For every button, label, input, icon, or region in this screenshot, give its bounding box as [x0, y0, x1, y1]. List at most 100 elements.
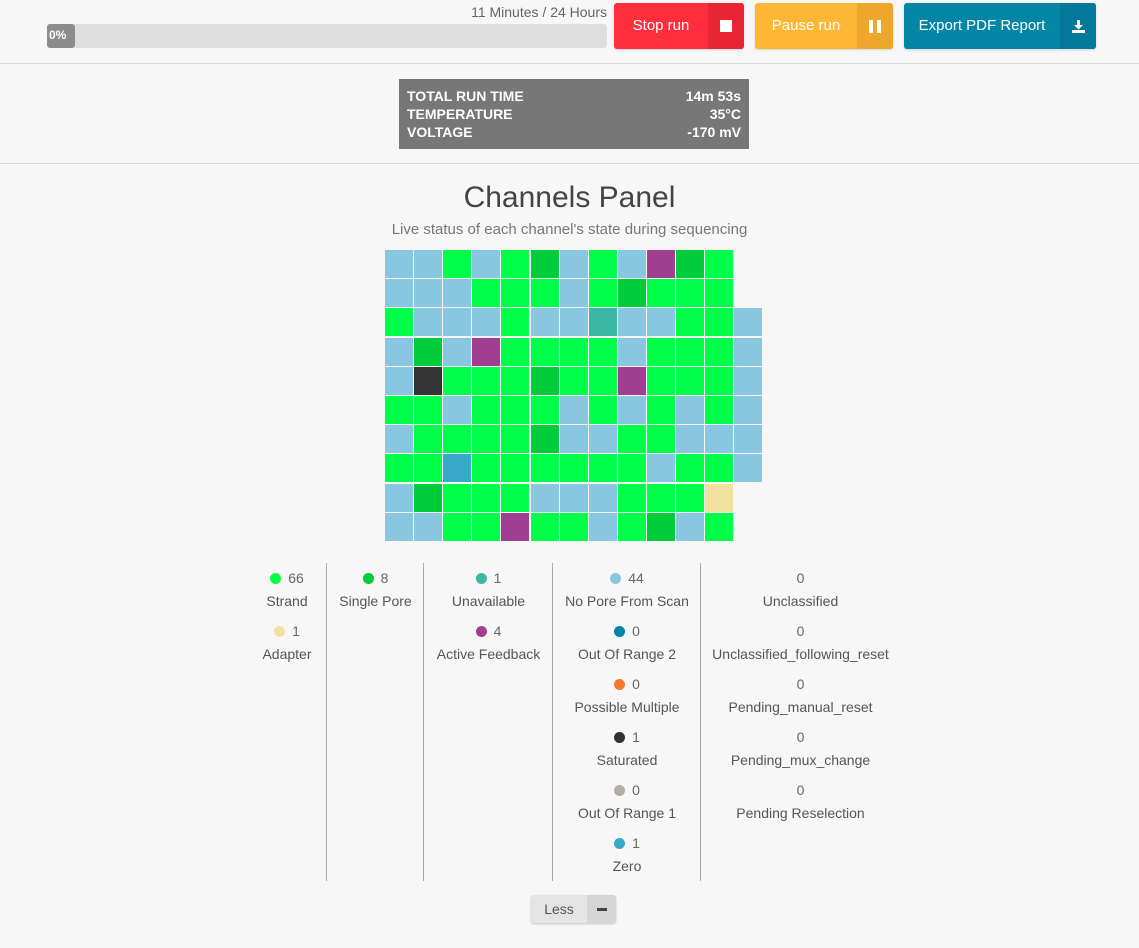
channel-cell[interactable]	[501, 396, 529, 424]
channel-cell[interactable]	[531, 338, 559, 366]
legend-entry[interactable]: 0 Pending_mux_change	[701, 722, 900, 775]
channel-cell[interactable]	[705, 338, 733, 366]
channel-cell[interactable]	[734, 308, 762, 336]
channel-cell[interactable]	[734, 454, 762, 482]
channel-cell[interactable]	[618, 513, 646, 541]
channel-cell[interactable]	[589, 338, 617, 366]
legend-entry[interactable]: 66 Strand	[247, 563, 327, 616]
channel-cell[interactable]	[734, 425, 762, 453]
channel-cell[interactable]	[618, 396, 646, 424]
channel-cell[interactable]	[501, 279, 529, 307]
channel-cell[interactable]	[618, 338, 646, 366]
pause-run-button[interactable]: Pause run	[755, 3, 893, 49]
channel-cell[interactable]	[472, 513, 500, 541]
channel-cell[interactable]	[414, 454, 442, 482]
channel-cell[interactable]	[531, 513, 559, 541]
channel-cell[interactable]	[414, 513, 442, 541]
channel-cell[interactable]	[472, 308, 500, 336]
channel-cell[interactable]	[647, 425, 675, 453]
channel-cell[interactable]	[676, 279, 704, 307]
channel-cell[interactable]	[385, 279, 413, 307]
channel-cell[interactable]	[531, 279, 559, 307]
channel-cell[interactable]	[531, 454, 559, 482]
channel-cell[interactable]	[385, 338, 413, 366]
channel-cell[interactable]	[589, 454, 617, 482]
export-pdf-report-button[interactable]: Export PDF Report	[904, 3, 1096, 49]
channel-cell[interactable]	[560, 425, 588, 453]
channel-cell[interactable]	[647, 250, 675, 278]
channel-cell[interactable]	[560, 454, 588, 482]
channel-cell[interactable]	[589, 250, 617, 278]
legend-entry[interactable]: 0 Out Of Range 2	[553, 616, 701, 669]
legend-entry[interactable]: 0 Out Of Range 1	[553, 775, 701, 828]
legend-entry[interactable]: 1 Unavailable	[424, 563, 553, 616]
channel-cell[interactable]	[705, 425, 733, 453]
channel-cell[interactable]	[443, 308, 471, 336]
channel-cell[interactable]	[676, 338, 704, 366]
channel-cell[interactable]	[385, 308, 413, 336]
channel-cell[interactable]	[414, 484, 442, 512]
channel-cell[interactable]	[676, 396, 704, 424]
channel-cell[interactable]	[560, 367, 588, 395]
channel-cell[interactable]	[443, 367, 471, 395]
channel-cell[interactable]	[589, 367, 617, 395]
channel-cell[interactable]	[385, 367, 413, 395]
channel-cell[interactable]	[385, 513, 413, 541]
channel-cell[interactable]	[647, 454, 675, 482]
legend-entry[interactable]: 1 Adapter	[247, 616, 327, 669]
channel-cell[interactable]	[443, 338, 471, 366]
channel-cell[interactable]	[414, 308, 442, 336]
channel-cell[interactable]	[560, 279, 588, 307]
channel-cell[interactable]	[589, 484, 617, 512]
channel-cell[interactable]	[647, 367, 675, 395]
channel-cell[interactable]	[501, 308, 529, 336]
channel-cell[interactable]	[472, 279, 500, 307]
channel-cell[interactable]	[705, 454, 733, 482]
channel-cell[interactable]	[501, 338, 529, 366]
channel-cell[interactable]	[647, 308, 675, 336]
channel-cell[interactable]	[472, 484, 500, 512]
channel-cell[interactable]	[560, 250, 588, 278]
channel-cell[interactable]	[501, 425, 529, 453]
channel-cell[interactable]	[589, 396, 617, 424]
channel-cell[interactable]	[560, 338, 588, 366]
channel-cell[interactable]	[705, 513, 733, 541]
channel-cell[interactable]	[676, 250, 704, 278]
channel-cell[interactable]	[501, 250, 529, 278]
channel-cell[interactable]	[385, 396, 413, 424]
channel-cell[interactable]	[501, 454, 529, 482]
channel-cell[interactable]	[589, 279, 617, 307]
channel-cell[interactable]	[443, 250, 471, 278]
channel-cell[interactable]	[560, 513, 588, 541]
channel-cell[interactable]	[560, 484, 588, 512]
channel-cell[interactable]	[647, 338, 675, 366]
channel-cell[interactable]	[705, 367, 733, 395]
legend-entry[interactable]: 0 Pending_manual_reset	[701, 669, 900, 722]
channel-cell[interactable]	[734, 396, 762, 424]
channel-cell[interactable]	[385, 454, 413, 482]
channel-cell[interactable]	[414, 250, 442, 278]
channel-cell[interactable]	[618, 425, 646, 453]
channel-cell[interactable]	[472, 396, 500, 424]
channel-cell[interactable]	[647, 279, 675, 307]
channel-cell[interactable]	[414, 396, 442, 424]
channel-cell[interactable]	[705, 484, 733, 512]
channel-cell[interactable]	[560, 396, 588, 424]
channel-cell[interactable]	[618, 308, 646, 336]
channel-cell[interactable]	[501, 513, 529, 541]
channel-cell[interactable]	[385, 484, 413, 512]
channel-cell[interactable]	[414, 425, 442, 453]
legend-entry[interactable]: 8 Single Pore	[327, 563, 424, 616]
less-button[interactable]: Less	[531, 895, 616, 923]
channel-cell[interactable]	[501, 484, 529, 512]
channel-cell[interactable]	[676, 425, 704, 453]
channel-cell[interactable]	[618, 454, 646, 482]
legend-entry[interactable]: 44 No Pore From Scan	[553, 563, 701, 616]
legend-entry[interactable]: 1 Saturated	[553, 722, 701, 775]
channel-cell[interactable]	[443, 425, 471, 453]
channel-cell[interactable]	[414, 279, 442, 307]
channel-cell[interactable]	[443, 279, 471, 307]
channel-cell[interactable]	[734, 367, 762, 395]
channel-cell[interactable]	[443, 484, 471, 512]
channel-cell[interactable]	[531, 250, 559, 278]
